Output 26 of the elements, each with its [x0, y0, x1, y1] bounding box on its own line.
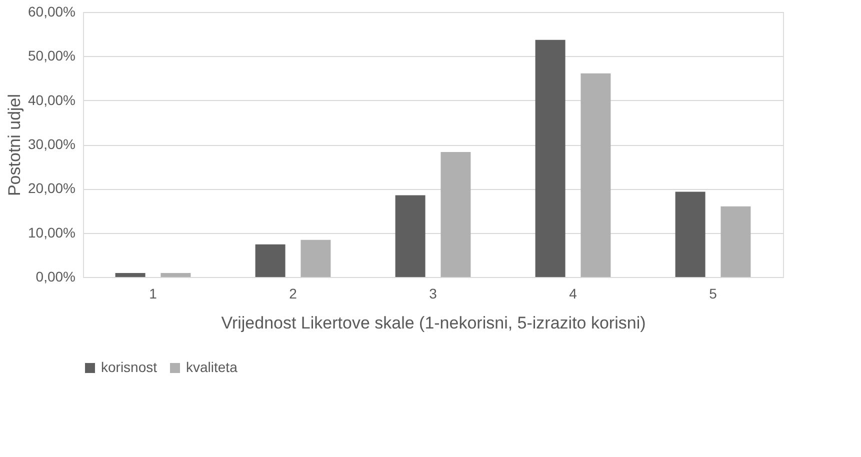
y-tick-label: 10,00% — [28, 224, 76, 240]
bar — [300, 240, 331, 277]
y-axis-title: Postotni udjel — [5, 94, 24, 196]
bar — [160, 273, 191, 277]
bar — [535, 40, 566, 277]
x-tick-label: 5 — [709, 286, 718, 302]
bar — [580, 73, 611, 277]
x-tick-label: 1 — [149, 286, 158, 302]
x-axis-title: Vrijednost Likertove skale (1-nekorisni, 5-izrazito korisni) — [221, 314, 646, 332]
x-tick-label: 3 — [429, 286, 438, 302]
legend-label: kvaliteta — [186, 359, 238, 375]
y-tick-label: 40,00% — [28, 92, 76, 108]
x-tick-label: 2 — [289, 286, 298, 302]
y-tick-label: 30,00% — [28, 136, 76, 152]
y-tick-label: 20,00% — [28, 180, 76, 196]
y-tick-label: 60,00% — [28, 4, 76, 20]
bar — [720, 206, 751, 277]
bar — [115, 273, 146, 277]
x-tick-label: 4 — [569, 286, 578, 302]
bar — [440, 152, 471, 277]
legend-label: korisnost — [101, 359, 158, 375]
y-tick-label: 50,00% — [28, 48, 76, 64]
y-tick-label: 0,00% — [36, 268, 76, 284]
bar — [395, 195, 426, 277]
bar — [675, 192, 706, 277]
bar — [255, 244, 286, 277]
